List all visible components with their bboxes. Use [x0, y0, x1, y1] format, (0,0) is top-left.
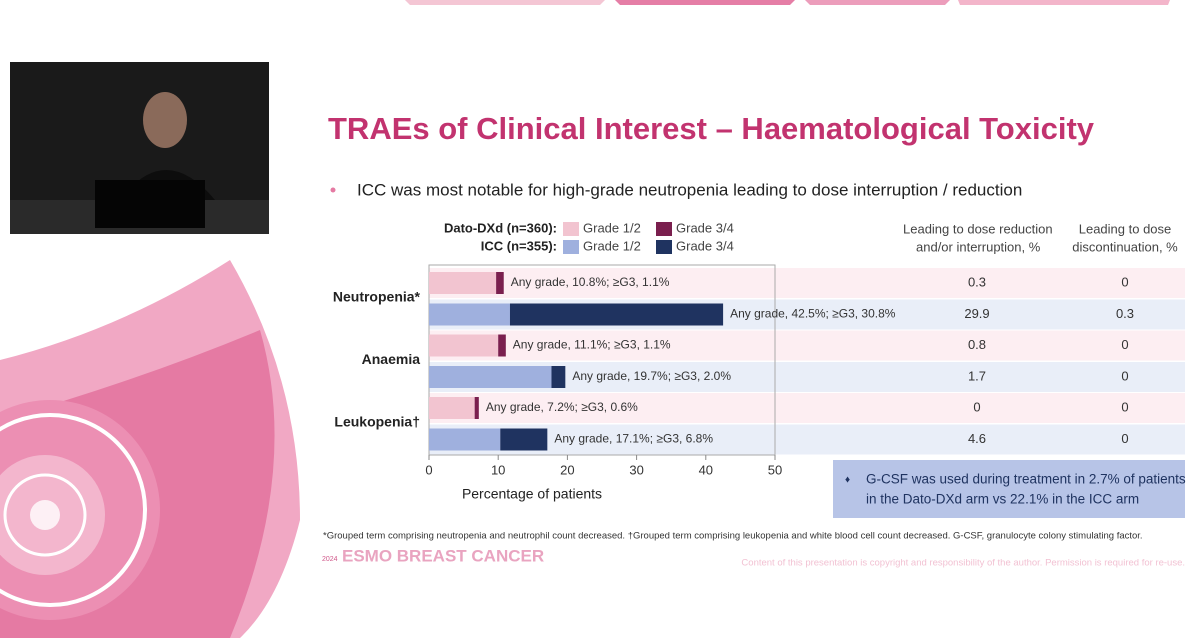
logo-year: 2024 — [322, 556, 338, 563]
bar-annotation: Any grade, 11.1%; ≥G3, 1.1% — [513, 338, 671, 352]
bar-segment — [429, 334, 499, 357]
legend-group: ICC (n=355): — [481, 238, 557, 253]
bar-segment — [500, 428, 548, 451]
callout-bullet: ♦ — [845, 475, 850, 486]
bar-segment — [551, 366, 566, 388]
bar-segment — [509, 303, 724, 326]
logo: ESMO BREAST CANCER — [342, 546, 544, 565]
bar-segment — [429, 428, 501, 451]
legend-label: Grade 3/4 — [676, 220, 734, 235]
table-header: and/or interruption, % — [916, 239, 1041, 254]
table-cell: 0.3 — [968, 274, 986, 289]
table-header: Leading to dose — [1079, 221, 1172, 236]
x-tick-label: 50 — [768, 462, 782, 477]
category-label: Leukopenia† — [334, 414, 420, 430]
bar-segment — [496, 272, 504, 294]
legend-label: Grade 3/4 — [676, 238, 734, 253]
legend-swatch — [656, 222, 672, 236]
category-label: Neutropenia* — [333, 289, 421, 305]
table-cell: 1.7 — [968, 368, 986, 383]
bar-segment — [429, 303, 510, 326]
row-background — [429, 393, 1185, 423]
table-cell: 0.8 — [968, 337, 986, 352]
legend-group: Dato-DXd (n=360): — [444, 220, 557, 235]
bar-annotation: Any grade, 7.2%; ≥G3, 0.6% — [486, 400, 638, 414]
chart: Dato-DXd (n=360): Grade 1/2 Grade 3/4 ICC (… — [333, 220, 1185, 502]
table-header: Leading to dose reduction — [903, 221, 1053, 236]
bullet-dot — [330, 187, 336, 193]
copyright: Content of this presentation is copyrigh… — [741, 558, 1185, 569]
callout-box — [833, 460, 1185, 518]
category-label: Anaemia — [362, 351, 421, 367]
x-tick-label: 40 — [699, 462, 713, 477]
footnote: *Grouped term comprising neutropenia and… — [323, 531, 1143, 542]
bar-annotation: Any grade, 10.8%; ≥G3, 1.1% — [511, 275, 670, 289]
table-header: discontinuation, % — [1072, 239, 1178, 254]
row-background — [429, 330, 1185, 361]
x-tick-label: 20 — [560, 462, 574, 477]
speaker-video — [10, 62, 269, 234]
table-cell: 29.9 — [964, 306, 989, 321]
x-tick-label: 0 — [425, 462, 432, 477]
table-cell: 0 — [1121, 337, 1128, 352]
callout-text: G-CSF was used during treatment in 2.7% … — [866, 472, 1186, 487]
table-cell: 0 — [1121, 431, 1128, 446]
bar-segment — [498, 334, 506, 357]
bar-segment — [429, 272, 497, 294]
legend-swatch — [563, 222, 579, 236]
legend-label: Grade 1/2 — [583, 238, 641, 253]
row-background — [429, 424, 1185, 455]
table-cell: 0 — [1121, 368, 1128, 383]
x-tick-label: 10 — [491, 462, 505, 477]
top-banner — [405, 0, 1170, 5]
x-axis-label: Percentage of patients — [462, 486, 602, 502]
bar-segment — [474, 397, 479, 419]
rose-decoration — [0, 260, 300, 638]
legend-swatch — [656, 240, 672, 254]
plot-frame — [428, 264, 776, 456]
table-cell: 0.3 — [1116, 306, 1134, 321]
table-cell: 0 — [1121, 274, 1128, 289]
x-tick-label: 30 — [629, 462, 643, 477]
bar-annotation: Any grade, 17.1%; ≥G3, 6.8% — [554, 432, 713, 446]
callout-text: in the Dato-DXd arm vs 22.1% in the ICC … — [866, 492, 1139, 507]
slide-title: TRAEs of Clinical Interest – Haematologi… — [328, 111, 1095, 146]
bar-annotation: Any grade, 42.5%; ≥G3, 30.8% — [730, 307, 896, 321]
row-background — [429, 268, 1185, 298]
bar-segment — [429, 397, 475, 419]
legend-label: Grade 1/2 — [583, 220, 641, 235]
table-cell: 0 — [973, 399, 980, 414]
legend-swatch — [563, 240, 579, 254]
bar-annotation: Any grade, 19.7%; ≥G3, 2.0% — [572, 369, 731, 383]
table-cell: 0 — [1121, 399, 1128, 414]
table-cell: 4.6 — [968, 431, 986, 446]
bar-segment — [429, 366, 552, 388]
bullet-text: ICC was most notable for high-grade neut… — [357, 180, 1022, 199]
